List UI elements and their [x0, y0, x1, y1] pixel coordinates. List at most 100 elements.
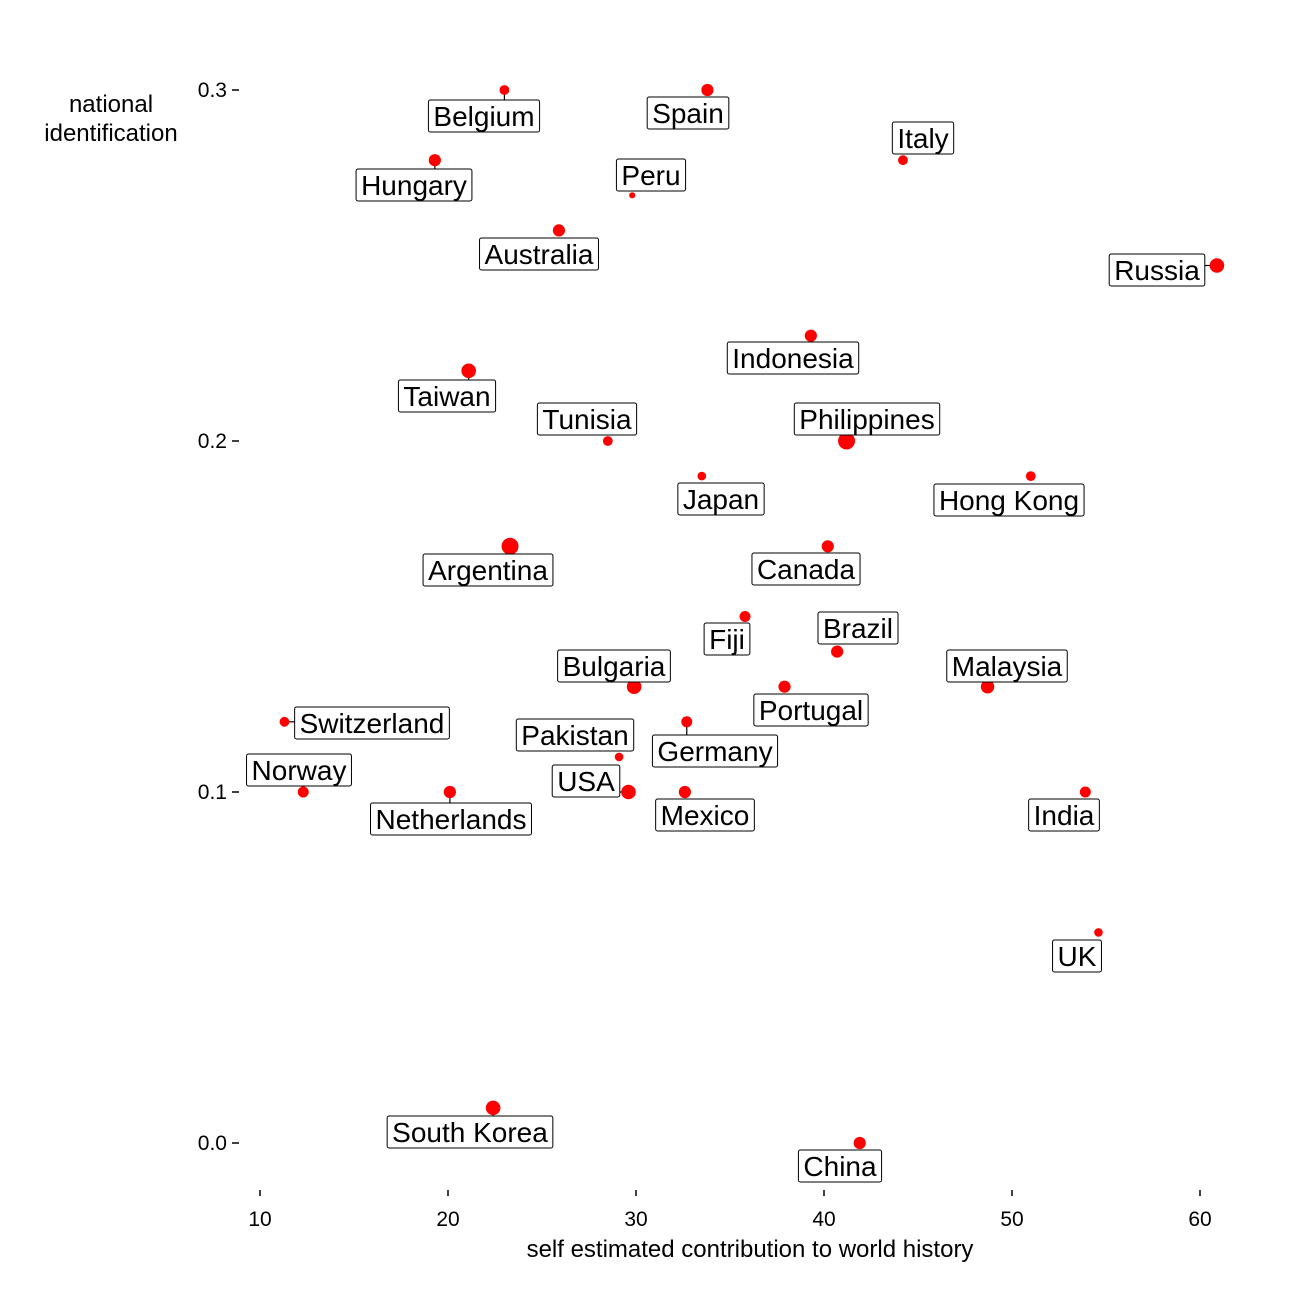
point-bulgaria — [626, 679, 642, 694]
label-text-argentina: Argentina — [428, 555, 548, 586]
label-box-mexico — [655, 798, 755, 832]
label-box-tunisia — [536, 402, 638, 436]
label-text-pakistan: Pakistan — [521, 720, 628, 751]
y-tick-label: 0.3 — [198, 79, 227, 102]
point-south-korea — [485, 1100, 501, 1116]
point-hong-kong — [1025, 471, 1036, 481]
label-box-germany — [651, 734, 779, 768]
x-tick-label: 40 — [812, 1208, 835, 1231]
label-text-belgium: Belgium — [433, 101, 534, 132]
label-text-peru: Peru — [621, 160, 680, 191]
x-tick-label: 30 — [624, 1208, 647, 1231]
label-box-south-korea — [386, 1115, 554, 1149]
point-indonesia — [804, 329, 817, 342]
point-japan — [697, 471, 707, 481]
label-text-spain: Spain — [652, 98, 724, 129]
label-box-spain — [646, 96, 730, 130]
label-text-philippines: Philippines — [799, 404, 934, 435]
point-mexico — [678, 785, 691, 799]
point-india — [1079, 786, 1091, 798]
label-box-hungary — [355, 168, 473, 202]
label-box-bulgaria — [557, 649, 671, 683]
label-box-peru — [615, 158, 687, 192]
label-box-philippines — [793, 402, 941, 436]
point-germany — [681, 716, 693, 728]
label-text-tunisia: Tunisia — [542, 404, 632, 435]
x-tick-label: 60 — [1188, 1208, 1211, 1231]
y-tick-label: 0.2 — [198, 430, 227, 453]
label-box-portugal — [753, 693, 869, 727]
label-text-malaysia: Malaysia — [952, 651, 1063, 682]
point-russia — [1209, 258, 1225, 273]
point-taiwan — [461, 363, 476, 379]
label-box-australia — [479, 237, 599, 271]
label-box-china — [797, 1149, 883, 1183]
point-brazil — [831, 645, 844, 658]
label-box-belgium — [427, 99, 541, 133]
point-portugal — [778, 680, 791, 693]
label-text-russia: Russia — [1114, 255, 1200, 286]
point-norway — [297, 786, 309, 798]
label-box-italy — [891, 121, 955, 155]
label-box-canada — [751, 552, 861, 586]
point-labels: Belgium Spain Italy Hungary Peru Australia Rus… — [246, 96, 1206, 1183]
label-box-japan — [677, 482, 765, 516]
point-fiji — [739, 611, 751, 622]
label-text-canada: Canada — [757, 554, 856, 585]
point-pakistan — [614, 752, 624, 762]
x-axis: 10 20 30 40 50 60 — [248, 1190, 1212, 1231]
label-text-norway: Norway — [252, 755, 347, 786]
label-box-norway — [246, 753, 352, 787]
label-text-australia: Australia — [485, 239, 594, 270]
point-argentina — [501, 537, 519, 555]
point-china — [853, 1136, 866, 1150]
point-uk — [1094, 928, 1103, 937]
x-axis-title: self estimated contribution to world his… — [527, 1236, 974, 1263]
label-box-switzerland — [294, 706, 450, 740]
y-tick-label: 0.1 — [198, 781, 227, 804]
label-box-brazil — [817, 611, 899, 645]
point-malaysia — [980, 680, 995, 694]
point-peru — [629, 192, 636, 199]
point-philippines — [838, 432, 856, 450]
y-tick-label: 0.0 — [198, 1132, 227, 1155]
label-text-switzerland: Switzerland — [300, 708, 445, 739]
x-tick-label: 20 — [436, 1208, 459, 1231]
label-box-taiwan — [397, 379, 497, 413]
data-points — [279, 83, 1225, 1150]
point-australia — [552, 224, 566, 237]
label-text-netherlands: Netherlands — [376, 804, 527, 835]
label-text-uk: UK — [1058, 941, 1097, 972]
label-box-india — [1028, 798, 1100, 832]
label-box-pakistan — [515, 718, 635, 752]
label-text-japan: Japan — [683, 484, 759, 515]
x-tick-label: 10 — [248, 1208, 271, 1231]
label-text-bulgaria: Bulgaria — [563, 651, 666, 682]
label-box-usa — [551, 764, 621, 798]
label-text-taiwan: Taiwan — [403, 381, 490, 412]
label-text-mexico: Mexico — [661, 800, 750, 831]
point-hungary — [428, 154, 441, 167]
label-text-italy: Italy — [897, 123, 948, 154]
point-italy — [898, 155, 908, 166]
label-box-fiji — [703, 622, 751, 656]
point-spain — [701, 83, 714, 97]
x-tick-label: 50 — [1000, 1208, 1023, 1231]
point-belgium — [499, 85, 510, 95]
label-text-hungary: Hungary — [361, 170, 467, 201]
label-box-indonesia — [726, 341, 860, 375]
point-usa — [621, 784, 636, 800]
point-tunisia — [602, 436, 613, 446]
label-text-hong-kong: Hong Kong — [939, 485, 1079, 516]
y-axis-title: national identification — [44, 91, 177, 147]
label-box-hong-kong — [933, 483, 1085, 517]
label-box-netherlands — [370, 802, 532, 836]
point-switzerland — [279, 716, 290, 727]
label-box-russia — [1108, 253, 1206, 287]
point-netherlands — [443, 785, 456, 799]
label-text-usa: USA — [557, 766, 615, 797]
y-axis: 0.0 0.1 0.2 0.3 — [198, 79, 239, 1155]
label-text-fiji: Fiji — [709, 624, 745, 655]
